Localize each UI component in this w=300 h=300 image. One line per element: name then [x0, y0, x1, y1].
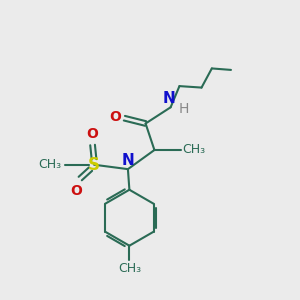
Text: S: S	[88, 156, 100, 174]
Text: N: N	[163, 91, 175, 106]
Text: CH₃: CH₃	[182, 143, 206, 157]
Text: CH₃: CH₃	[38, 158, 62, 171]
Text: H: H	[179, 102, 189, 116]
Text: O: O	[87, 127, 98, 141]
Text: CH₃: CH₃	[118, 262, 141, 275]
Text: N: N	[122, 153, 134, 168]
Text: O: O	[110, 110, 122, 124]
Text: O: O	[70, 184, 82, 198]
